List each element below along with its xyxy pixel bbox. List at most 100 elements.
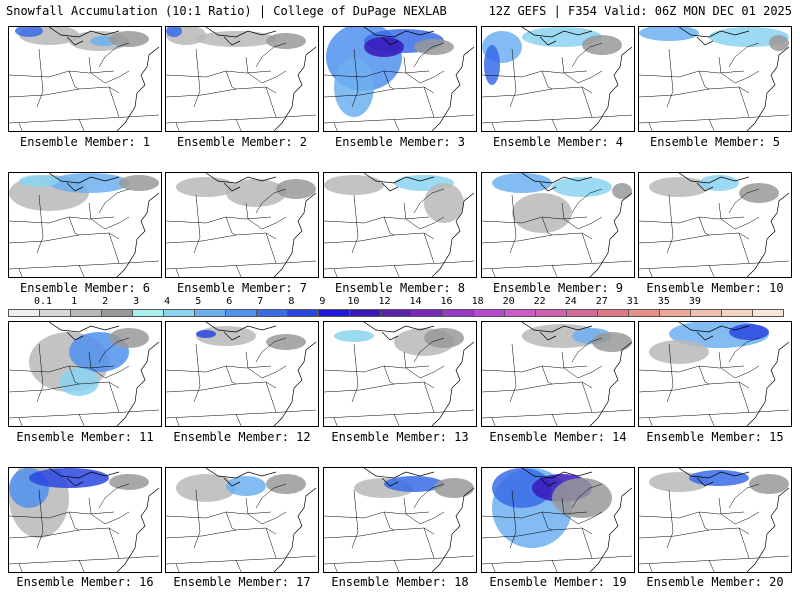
colorbar-swatch xyxy=(505,310,536,316)
state-boundary xyxy=(639,70,745,78)
great-lakes-outline xyxy=(48,468,120,487)
state-boundary xyxy=(738,232,750,264)
state-boundary xyxy=(351,489,359,549)
snowfall-contour xyxy=(749,474,789,494)
snowfall-contour xyxy=(364,37,404,57)
state-boundary xyxy=(166,260,317,270)
state-boundary xyxy=(718,56,760,84)
state-boundary xyxy=(225,365,237,385)
state-boundary xyxy=(351,343,359,403)
snowfall-contour xyxy=(649,177,709,197)
state-boundary xyxy=(639,86,750,98)
ensemble-map-panel xyxy=(8,172,162,278)
snowfall-contour xyxy=(15,27,43,37)
snowfall-map xyxy=(9,468,161,572)
state-boundary xyxy=(541,216,553,236)
state-boundary xyxy=(193,489,201,549)
state-boundary xyxy=(68,511,80,531)
state-boundary xyxy=(581,381,593,413)
state-boundary xyxy=(541,511,553,531)
coastline xyxy=(273,46,317,131)
snowfall-contour xyxy=(492,468,552,508)
state-boundary xyxy=(265,527,277,559)
state-boundary xyxy=(255,188,287,214)
state-boundary xyxy=(88,202,130,230)
snowfall-map xyxy=(166,468,318,572)
coastline xyxy=(746,487,790,572)
state-boundary xyxy=(333,417,338,426)
colorbar-swatch xyxy=(660,310,691,316)
colorbar-swatch xyxy=(722,310,753,316)
snowfall-contour xyxy=(612,183,632,199)
state-boundary xyxy=(166,114,317,124)
state-boundary xyxy=(324,527,435,539)
state-boundary xyxy=(666,48,674,108)
state-boundary xyxy=(491,268,496,277)
snowfall-map xyxy=(482,173,634,277)
snowfall-map xyxy=(639,468,791,572)
state-boundary xyxy=(235,118,242,131)
coastline xyxy=(589,46,633,131)
colorbar-swatch xyxy=(133,310,164,316)
state-boundary xyxy=(9,409,160,419)
colorbar-swatch xyxy=(443,310,474,316)
colorbar-swatch xyxy=(71,310,102,316)
state-boundary xyxy=(324,511,430,519)
great-lakes-outline xyxy=(678,173,750,192)
state-boundary xyxy=(482,114,633,124)
state-boundary xyxy=(324,409,475,419)
state-boundary xyxy=(393,559,400,572)
ensemble-map-panel xyxy=(323,467,477,573)
snowfall-contour xyxy=(109,474,149,490)
snowfall-contour xyxy=(176,177,236,197)
state-boundary xyxy=(333,563,338,572)
ensemble-map-panel xyxy=(323,26,477,132)
state-boundary xyxy=(166,365,272,373)
state-boundary xyxy=(509,489,517,549)
state-boundary xyxy=(571,483,603,509)
state-boundary xyxy=(225,216,237,236)
state-boundary xyxy=(393,413,400,426)
colorbar-tick-label: 9 xyxy=(319,296,326,307)
state-boundary xyxy=(413,42,445,68)
coastline xyxy=(116,192,160,277)
state-boundary xyxy=(324,114,475,124)
snowfall-map xyxy=(639,173,791,277)
great-lakes-outline xyxy=(521,173,593,192)
great-lakes-outline xyxy=(205,468,277,487)
state-boundary xyxy=(708,118,715,131)
colorbar-tick-label: 27 xyxy=(595,296,608,307)
colorbar-swatch xyxy=(381,310,412,316)
ensemble-map-panel xyxy=(638,172,792,278)
state-boundary xyxy=(88,56,130,84)
state-boundary xyxy=(36,489,44,549)
snowfall-map xyxy=(9,173,161,277)
state-boundary xyxy=(255,337,287,363)
ensemble-member-label: Ensemble Member: 15 xyxy=(646,430,784,444)
snowfall-contour xyxy=(196,330,216,338)
state-boundary xyxy=(324,365,430,373)
state-boundary xyxy=(255,483,287,509)
ensemble-map-panel xyxy=(8,321,162,427)
state-boundary xyxy=(88,351,130,379)
snowfall-map xyxy=(324,322,476,426)
state-boundary xyxy=(491,563,496,572)
state-boundary xyxy=(9,114,160,124)
state-boundary xyxy=(403,497,445,525)
state-boundary xyxy=(18,268,23,277)
snowfall-map xyxy=(482,322,634,426)
snowfall-map xyxy=(324,173,476,277)
snowfall-contour xyxy=(176,474,236,502)
state-boundary xyxy=(166,511,272,519)
snowfall-contour xyxy=(522,27,602,47)
state-boundary xyxy=(166,527,277,539)
state-boundary xyxy=(482,381,593,393)
colorbar-swatch xyxy=(598,310,629,316)
colorbar-swatch xyxy=(567,310,598,316)
snowfall-contour xyxy=(769,35,789,51)
ensemble-map-panel xyxy=(638,26,792,132)
ensemble-member-label: Ensemble Member: 2 xyxy=(176,135,308,149)
snowfall-contour xyxy=(434,478,474,498)
state-boundary xyxy=(708,559,715,572)
colorbar-tick-label: 0.1 xyxy=(34,296,53,307)
